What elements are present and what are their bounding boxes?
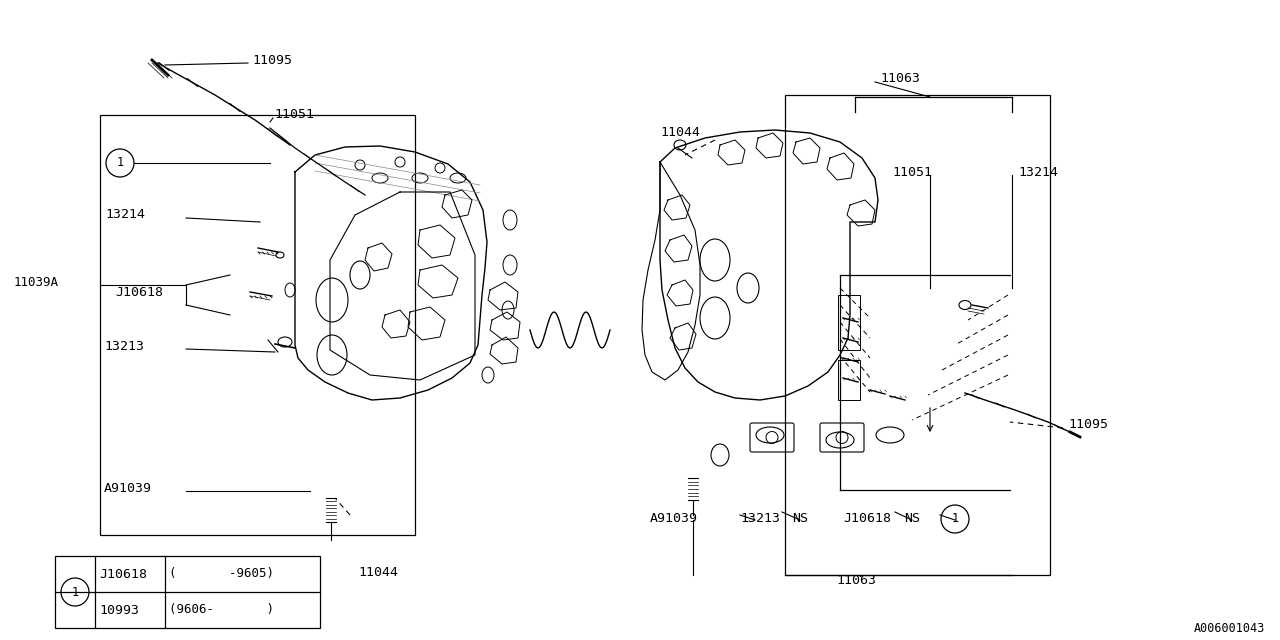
Text: 13214: 13214 [1018,166,1059,179]
Text: 1: 1 [951,513,959,525]
Text: 11051: 11051 [892,166,932,179]
Text: J10618: J10618 [115,285,163,298]
Text: 11039A: 11039A [14,276,59,289]
Text: 11095: 11095 [1068,417,1108,431]
Bar [838,295,860,350]
Text: J10618: J10618 [99,568,147,580]
Text: NS: NS [792,513,808,525]
Text: A006001043: A006001043 [1194,621,1265,634]
Text: 11095: 11095 [252,54,292,67]
Bar [785,95,1050,575]
Text: J10618: J10618 [844,513,891,525]
Text: A91039: A91039 [650,513,698,525]
Text: NS: NS [904,513,920,525]
Text: (       -9605): ( -9605) [169,568,274,580]
Text: 13214: 13214 [105,209,145,221]
Text: 11044: 11044 [358,566,398,579]
Text: A91039: A91039 [104,481,152,495]
Bar [55,556,320,628]
Text: 1: 1 [72,586,78,598]
Text: 11051: 11051 [274,109,314,122]
Text: (9606-       ): (9606- ) [169,604,274,616]
Text: 13213: 13213 [740,513,780,525]
Text: 13213: 13213 [104,339,143,353]
Text: 11063: 11063 [836,573,876,586]
Text: 1: 1 [116,157,124,170]
Bar [838,360,860,400]
Text: 11063: 11063 [881,72,920,84]
Text: 10993: 10993 [99,604,140,616]
Text: 11044: 11044 [660,125,700,138]
Bar [100,115,415,535]
